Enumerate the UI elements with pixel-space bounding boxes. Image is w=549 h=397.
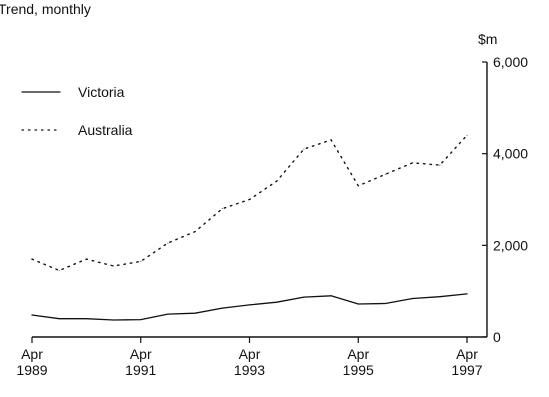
data-point-victoria (357, 303, 359, 305)
data-point-victoria (412, 297, 414, 300)
y-tick-label: 2,000 (493, 237, 528, 253)
x-tick-label-month: Apr (239, 346, 261, 362)
data-point-victoria (112, 319, 115, 321)
data-point-victoria (303, 296, 305, 298)
data-point-victoria (330, 295, 332, 297)
y-tick-label: 0 (493, 329, 501, 345)
data-point-victoria (85, 318, 87, 320)
data-point-australia (303, 148, 305, 150)
data-point-victoria (466, 293, 468, 295)
series-layer (31, 134, 468, 321)
data-point-victoria (31, 314, 33, 316)
data-point-victoria (140, 318, 142, 321)
data-point-victoria (194, 312, 196, 314)
data-point-victoria (384, 302, 387, 305)
data-point-australia (167, 242, 169, 244)
x-tick-label-month: Apr (130, 346, 152, 362)
data-point-victoria (167, 313, 169, 315)
chart-subtitle: Trend, monthly (0, 1, 91, 17)
series-line-victoria (31, 293, 468, 321)
data-point-australia (221, 208, 223, 210)
data-point-australia (330, 139, 332, 141)
x-tick-label-year: 1995 (343, 362, 374, 378)
data-point-victoria (439, 296, 441, 298)
x-tick-label-year: 1993 (234, 362, 265, 378)
data-point-victoria (276, 301, 278, 303)
y-tick-label: 6,000 (493, 54, 528, 70)
x-tick-label-year: 1991 (125, 362, 156, 378)
series-line-australia (31, 134, 468, 272)
x-tick-label-month: Apr (456, 346, 478, 362)
data-point-australia (412, 162, 414, 164)
axis-ticks: 02,0004,0006,000Apr1989Apr1991Apr1993Apr… (16, 54, 528, 378)
data-point-australia (58, 269, 60, 272)
x-tick-label-month: Apr (21, 346, 43, 362)
data-point-australia (466, 134, 468, 136)
x-tick-label-month: Apr (347, 346, 369, 362)
y-axis-unit: $m (478, 31, 497, 47)
x-tick-label-year: 1997 (451, 362, 482, 378)
data-point-australia (357, 185, 359, 187)
data-point-australia (276, 180, 278, 182)
data-point-australia (85, 258, 87, 260)
data-point-australia (439, 164, 441, 166)
data-point-victoria (248, 304, 251, 306)
y-tick-label: 4,000 (493, 146, 528, 162)
data-point-australia (194, 230, 196, 233)
data-point-australia (248, 198, 251, 201)
legend-label-victoria: Victoria (78, 84, 125, 100)
data-point-victoria (58, 318, 60, 320)
data-point-australia (384, 173, 387, 175)
data-point-victoria (221, 307, 223, 309)
x-tick-label-year: 1989 (16, 362, 47, 378)
legend: Victoria Australia (21, 84, 133, 138)
data-point-australia (112, 265, 115, 267)
legend-label-australia: Australia (78, 122, 133, 138)
data-point-australia (31, 258, 33, 260)
data-point-australia (140, 260, 142, 262)
